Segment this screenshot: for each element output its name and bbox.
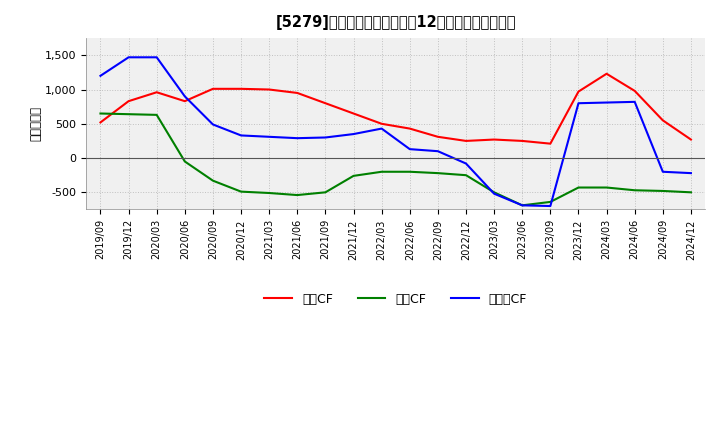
営業CF [377,121,386,126]
営業CF [687,137,696,142]
営業CF [96,120,105,125]
フリーCF [574,101,582,106]
投資CF [602,185,611,190]
営業CF [518,138,526,143]
営業CF [293,90,302,95]
投資CF [574,185,582,190]
フリーCF [433,149,442,154]
フリーCF [546,203,554,209]
Legend: 営業CF, 投資CF, フリーCF: 営業CF, 投資CF, フリーCF [259,288,532,311]
営業CF [602,71,611,77]
Y-axis label: （百万円）: （百万円） [30,106,42,141]
投資CF [659,188,667,194]
投資CF [405,169,414,174]
Line: フリーCF: フリーCF [101,57,691,206]
投資CF [462,172,470,178]
営業CF [153,90,161,95]
営業CF [265,87,274,92]
フリーCF [518,203,526,208]
フリーCF [602,100,611,105]
フリーCF [377,126,386,131]
投資CF [321,190,330,195]
フリーCF [96,73,105,78]
フリーCF [490,191,498,196]
投資CF [96,111,105,116]
投資CF [433,170,442,176]
営業CF [462,138,470,143]
フリーCF [687,170,696,176]
フリーCF [462,161,470,166]
フリーCF [125,55,133,60]
営業CF [659,118,667,123]
フリーCF [293,136,302,141]
投資CF [349,173,358,179]
フリーCF [237,133,246,138]
投資CF [153,112,161,117]
営業CF [181,99,189,104]
Line: 投資CF: 投資CF [101,114,691,205]
投資CF [237,189,246,194]
投資CF [125,112,133,117]
営業CF [490,137,498,142]
フリーCF [209,122,217,127]
投資CF [546,199,554,205]
投資CF [209,178,217,183]
営業CF [209,86,217,92]
フリーCF [153,55,161,60]
Title: [5279]　キャッシュフローの12か月移動合計の推移: [5279] キャッシュフローの12か月移動合計の推移 [276,15,516,30]
営業CF [405,126,414,131]
フリーCF [321,135,330,140]
フリーCF [659,169,667,174]
フリーCF [349,132,358,137]
投資CF [631,187,639,193]
営業CF [321,101,330,106]
投資CF [490,190,498,195]
投資CF [181,159,189,164]
投資CF [265,191,274,196]
投資CF [518,203,526,208]
投資CF [377,169,386,174]
Line: 営業CF: 営業CF [101,74,691,143]
営業CF [574,89,582,94]
営業CF [237,86,246,92]
フリーCF [631,99,639,104]
フリーCF [405,147,414,152]
営業CF [546,141,554,146]
投資CF [687,190,696,195]
営業CF [125,99,133,104]
フリーCF [265,134,274,139]
営業CF [433,134,442,139]
投資CF [293,192,302,198]
フリーCF [181,94,189,99]
営業CF [631,88,639,94]
営業CF [349,111,358,116]
